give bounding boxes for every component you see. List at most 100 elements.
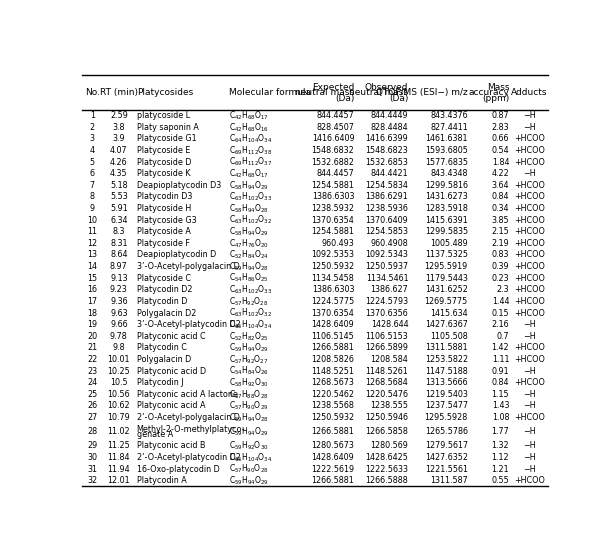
Text: 10: 10 [87,216,98,225]
Text: 4: 4 [90,146,95,155]
Text: 2.19: 2.19 [492,239,509,248]
Text: 2.59: 2.59 [110,111,127,120]
Text: C$_{42}$H$_{68}$O$_{16}$: C$_{42}$H$_{68}$O$_{16}$ [229,121,269,133]
Text: 1386.6303: 1386.6303 [312,285,354,294]
Text: 1238.5568: 1238.5568 [312,401,354,411]
Text: 1532.6853: 1532.6853 [365,158,408,166]
Text: 1299.5835: 1299.5835 [425,227,468,236]
Text: +HCOO: +HCOO [514,343,545,352]
Text: −H: −H [523,390,536,399]
Text: 10.62: 10.62 [107,401,130,411]
Text: 1461.6381: 1461.6381 [425,135,468,143]
Text: 1250.5937: 1250.5937 [365,262,408,271]
Text: C$_{59}$H$_{94}$O$_{28}$: C$_{59}$H$_{94}$O$_{28}$ [229,411,269,424]
Text: C$_{57}$H$_{92}$O$_{27}$: C$_{57}$H$_{92}$O$_{27}$ [229,353,268,366]
Text: 1224.5793: 1224.5793 [365,297,408,306]
Text: 1092.5343: 1092.5343 [365,250,408,260]
Text: +HCOO: +HCOO [514,476,545,485]
Text: +HCOO: +HCOO [514,158,545,166]
Text: 9.8: 9.8 [112,343,125,352]
Text: Deapioplatycodin D3: Deapioplatycodin D3 [137,181,221,190]
Text: 1148.5261: 1148.5261 [365,367,408,376]
Text: 1250.5946: 1250.5946 [365,413,408,422]
Text: C$_{64}$H$_{104}$O$_{34}$: C$_{64}$H$_{104}$O$_{34}$ [229,133,273,145]
Text: 1428.6409: 1428.6409 [312,320,354,329]
Text: 22: 22 [87,355,98,364]
Text: 5.91: 5.91 [110,204,127,213]
Text: 1250.5932: 1250.5932 [311,413,354,422]
Text: 1415.634: 1415.634 [430,309,468,317]
Text: 1.12: 1.12 [492,453,509,462]
Text: 27: 27 [87,413,98,422]
Text: 32: 32 [87,476,98,485]
Text: 1577.6835: 1577.6835 [425,158,468,166]
Text: 3.8: 3.8 [113,123,125,132]
Text: 1250.5932: 1250.5932 [311,262,354,271]
Text: RT (min): RT (min) [100,88,138,97]
Text: +HCOO: +HCOO [514,181,545,190]
Text: 1134.5461: 1134.5461 [366,274,408,283]
Text: C$_{65}$H$_{104}$O$_{34}$: C$_{65}$H$_{104}$O$_{34}$ [229,318,273,331]
Text: 2.3: 2.3 [497,285,509,294]
Text: 25: 25 [87,390,98,399]
Text: C$_{63}$H$_{102}$O$_{32}$: C$_{63}$H$_{102}$O$_{32}$ [229,307,272,320]
Text: 1222.5633: 1222.5633 [365,464,408,474]
Text: 1283.5918: 1283.5918 [425,204,468,213]
Text: 0.15: 0.15 [492,309,509,317]
Text: −H: −H [523,464,536,474]
Text: 1148.5251: 1148.5251 [312,367,354,376]
Text: 1.42: 1.42 [492,343,509,352]
Text: 1.43: 1.43 [492,401,509,411]
Text: 1220.5476: 1220.5476 [365,390,408,399]
Text: +HCOO: +HCOO [514,297,545,306]
Text: 31: 31 [87,464,98,474]
Text: 0.39: 0.39 [492,262,509,271]
Text: Platycoside F: Platycoside F [137,239,190,248]
Text: 4.22: 4.22 [492,169,509,178]
Text: 843.4348: 843.4348 [430,169,468,178]
Text: 1269.5775: 1269.5775 [425,297,468,306]
Text: 1005.489: 1005.489 [430,239,468,248]
Text: 3’-O-Acetyl-platycodin D2: 3’-O-Acetyl-platycodin D2 [137,320,240,329]
Text: 1386.627: 1386.627 [371,285,408,294]
Text: Deapioplatycodin D: Deapioplatycodin D [137,250,216,260]
Text: 1238.5936: 1238.5936 [365,204,408,213]
Text: Platyconic acid C: Platyconic acid C [137,332,206,341]
Text: 5.18: 5.18 [110,181,127,190]
Text: 0.87: 0.87 [492,111,509,120]
Text: 960.4908: 960.4908 [371,239,408,248]
Text: 1254.5834: 1254.5834 [365,181,408,190]
Text: 0.54: 0.54 [492,146,509,155]
Text: 0.84: 0.84 [492,378,509,387]
Text: 1.21: 1.21 [492,464,509,474]
Text: −H: −H [523,453,536,462]
Text: C$_{63}$H$_{102}$O$_{33}$: C$_{63}$H$_{102}$O$_{33}$ [229,191,273,203]
Text: Platycodin A: Platycodin A [137,476,187,485]
Text: 1238.555: 1238.555 [370,401,408,411]
Text: −H: −H [523,111,536,120]
Text: 1265.5786: 1265.5786 [425,427,468,436]
Text: 14: 14 [87,262,98,271]
Text: 10.25: 10.25 [107,367,130,376]
Text: 1280.5673: 1280.5673 [312,441,354,450]
Text: Platycoside D: Platycoside D [137,158,191,166]
Text: −H: −H [523,169,536,178]
Text: C$_{58}$H$_{94}$O$_{28}$: C$_{58}$H$_{94}$O$_{28}$ [229,202,269,215]
Text: 3.64: 3.64 [492,181,509,190]
Text: 828.4507: 828.4507 [317,123,354,132]
Text: C$_{59}$H$_{94}$O$_{29}$: C$_{59}$H$_{94}$O$_{29}$ [229,341,269,354]
Text: 1431.6252: 1431.6252 [425,285,468,294]
Text: 2’-O-Acetyl-polygalacin D: 2’-O-Acetyl-polygalacin D [137,413,240,422]
Text: 3’-O-Acetyl-polygalacin D: 3’-O-Acetyl-polygalacin D [137,262,240,271]
Text: C$_{59}$H$_{92}$O$_{30}$: C$_{59}$H$_{92}$O$_{30}$ [229,440,269,452]
Text: 1370.6354: 1370.6354 [312,309,354,317]
Text: 0.91: 0.91 [492,367,509,376]
Text: 6.34: 6.34 [110,216,127,225]
Text: 4.26: 4.26 [110,158,127,166]
Text: Platycodin C: Platycodin C [137,343,187,352]
Text: 1386.6291: 1386.6291 [365,193,408,201]
Text: 8.3: 8.3 [113,227,125,236]
Text: C$_{42}$H$_{68}$O$_{17}$: C$_{42}$H$_{68}$O$_{17}$ [229,109,269,122]
Text: 11.94: 11.94 [107,464,130,474]
Text: 1295.5919: 1295.5919 [425,262,468,271]
